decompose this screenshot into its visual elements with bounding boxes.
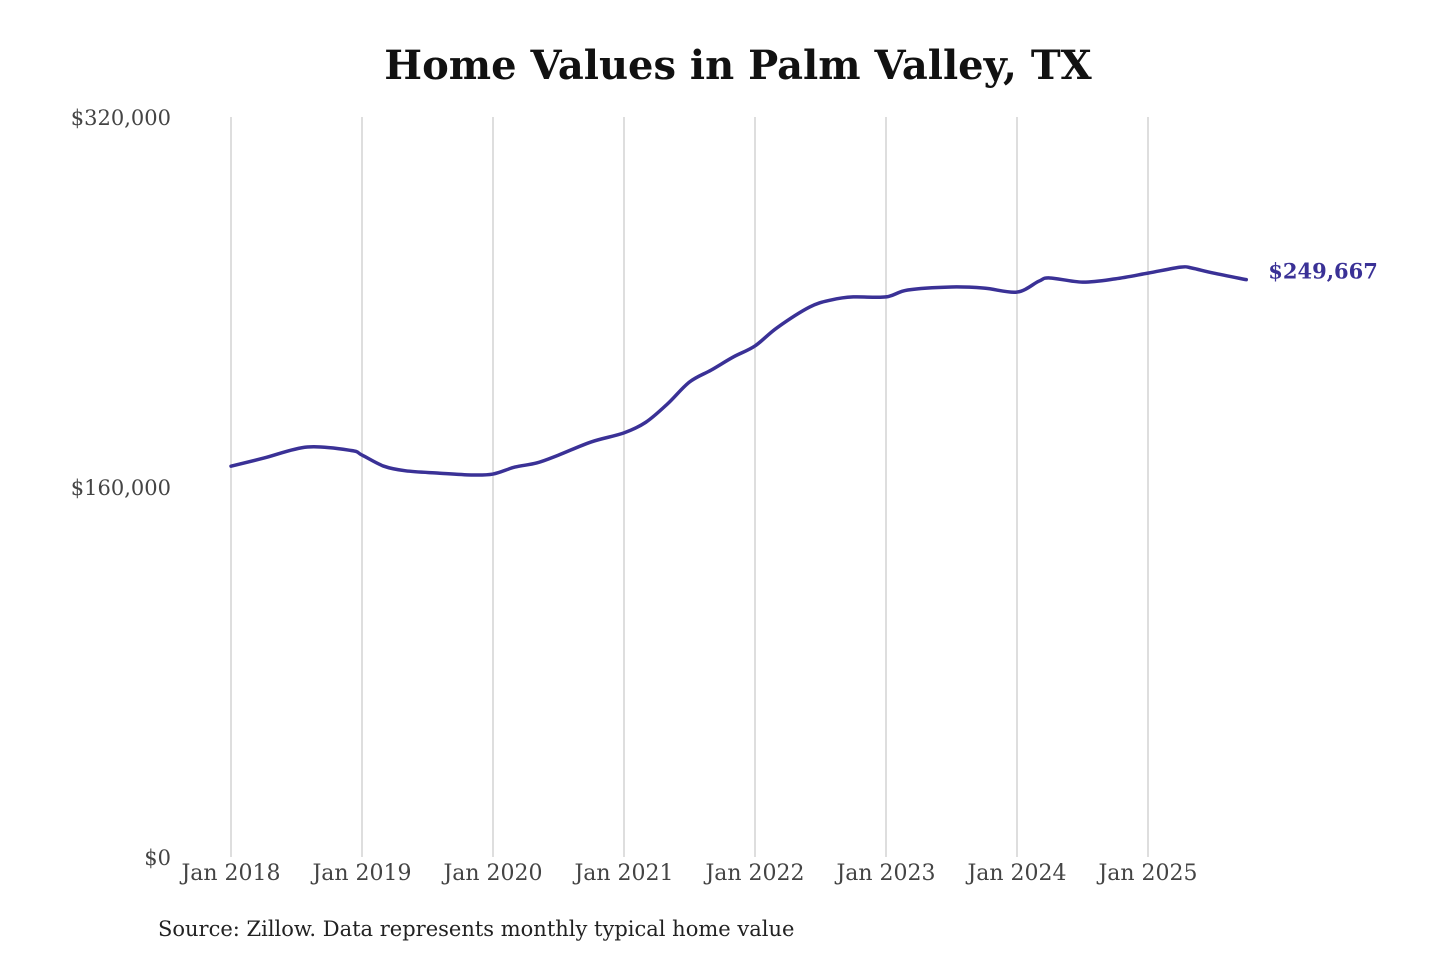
y-tick-label: $0 bbox=[144, 846, 171, 870]
chart-title: Home Values in Palm Valley, TX bbox=[384, 42, 1092, 89]
x-tick-label: Jan 2019 bbox=[310, 861, 411, 886]
y-tick-label: $320,000 bbox=[71, 106, 171, 130]
source-note: Source: Zillow. Data represents monthly … bbox=[158, 917, 795, 941]
x-tick-label: Jan 2020 bbox=[441, 861, 542, 886]
x-tick-label: Jan 2024 bbox=[965, 861, 1066, 886]
x-tick-label: Jan 2018 bbox=[179, 861, 280, 886]
x-tick-label: Jan 2025 bbox=[1096, 861, 1197, 886]
x-tick-label: Jan 2022 bbox=[703, 861, 804, 886]
x-tick-label: Jan 2021 bbox=[572, 861, 673, 886]
end-value-label: $249,667 bbox=[1268, 259, 1378, 284]
y-tick-label: $160,000 bbox=[71, 476, 171, 500]
x-tick-label: Jan 2023 bbox=[834, 861, 935, 886]
home-value-line bbox=[229, 264, 1248, 477]
